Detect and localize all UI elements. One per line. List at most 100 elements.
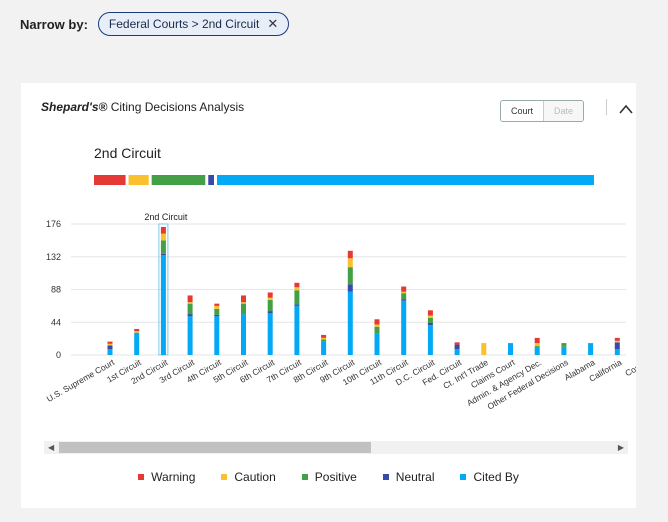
panel-title: Shepard's® Citing Decisions Analysis — [41, 100, 244, 114]
bar-segment[interactable] — [107, 345, 113, 350]
bar-segment[interactable] — [427, 315, 433, 318]
bar-segment[interactable] — [107, 343, 113, 346]
bar-segment[interactable] — [588, 343, 594, 355]
bar-segment[interactable] — [321, 334, 327, 338]
bar-segment[interactable] — [187, 316, 193, 355]
bar-segment[interactable] — [614, 337, 620, 341]
legend-label: Positive — [314, 470, 357, 484]
bar-segment[interactable] — [347, 267, 353, 285]
bar-segment[interactable] — [267, 311, 273, 314]
bar-segment[interactable] — [427, 310, 433, 316]
bar-segment[interactable] — [321, 337, 327, 340]
bar-segment[interactable] — [347, 291, 353, 355]
bar-segment[interactable] — [401, 293, 407, 300]
summary-segment-caution[interactable] — [128, 175, 149, 185]
bar-segment[interactable] — [561, 343, 567, 347]
bar-segment[interactable] — [160, 226, 166, 234]
bar-segment[interactable] — [187, 314, 193, 317]
bar-segment[interactable] — [214, 308, 220, 315]
bar-segment[interactable] — [214, 303, 220, 306]
bar-segment[interactable] — [374, 326, 380, 334]
bar-segment[interactable] — [561, 346, 567, 355]
bar-segment[interactable] — [427, 325, 433, 355]
bar-segment[interactable] — [267, 292, 273, 298]
close-icon[interactable]: ✕ — [267, 16, 279, 31]
bar-segment[interactable] — [160, 233, 166, 241]
horizontal-scrollbar[interactable]: ◀ ▶ — [44, 441, 628, 454]
bar-segment[interactable] — [534, 337, 540, 344]
bar-segment[interactable] — [267, 299, 273, 312]
legend-item[interactable]: Warning — [138, 470, 195, 484]
bar-segment[interactable] — [267, 313, 273, 355]
bar-segment[interactable] — [454, 349, 460, 355]
bar-segment[interactable] — [401, 291, 407, 294]
filter-chip[interactable]: Federal Courts > 2nd Circuit ✕ — [97, 12, 290, 36]
bar-segment[interactable] — [134, 328, 140, 332]
bar-segment[interactable] — [241, 295, 246, 303]
summary-bar — [94, 175, 594, 185]
x-tick-label: Conne — [623, 357, 636, 378]
bar-segment[interactable] — [214, 305, 220, 309]
bar-segment[interactable] — [401, 299, 407, 301]
chevron-up-icon[interactable] — [618, 102, 634, 116]
scroll-left-icon[interactable]: ◀ — [48, 443, 55, 452]
bar-segment[interactable] — [614, 342, 620, 350]
legend-item[interactable]: Neutral — [382, 470, 434, 484]
bar-segment[interactable] — [241, 303, 246, 315]
scroll-right-icon[interactable]: ▶ — [617, 443, 624, 452]
bar-segment[interactable] — [347, 258, 353, 268]
bar-segment[interactable] — [294, 290, 300, 305]
bar-segment[interactable] — [401, 286, 407, 292]
bar-segment[interactable] — [427, 317, 433, 323]
legend-item[interactable]: Caution — [221, 470, 276, 484]
bar-segment[interactable] — [134, 332, 140, 355]
bar-segment[interactable] — [534, 346, 540, 348]
bar-segment[interactable] — [187, 302, 193, 304]
y-tick-label: 88 — [51, 285, 61, 295]
bar-segment[interactable] — [294, 305, 300, 355]
bar-segment[interactable] — [241, 314, 246, 355]
bar-segment[interactable] — [107, 341, 113, 344]
date-toggle-button[interactable]: Date — [544, 101, 584, 121]
bar-segment[interactable] — [347, 250, 353, 259]
bar-segment[interactable] — [321, 339, 327, 342]
bar-segment[interactable] — [374, 324, 380, 327]
scrollbar-thumb[interactable] — [59, 442, 371, 453]
bar-segment[interactable] — [374, 319, 380, 325]
summary-segment-positive[interactable] — [151, 175, 206, 185]
bar-segment[interactable] — [347, 284, 353, 292]
summary-segment-cited-by[interactable] — [216, 175, 594, 185]
summary-segment-neutral[interactable] — [208, 175, 214, 185]
bar-segment[interactable] — [454, 344, 460, 350]
bar-segment[interactable] — [160, 255, 166, 355]
bar-segment[interactable] — [614, 349, 620, 355]
legend-item[interactable]: Cited By — [460, 470, 519, 484]
bar-segment[interactable] — [241, 302, 246, 304]
bar-segment[interactable] — [267, 297, 273, 300]
bar-segment[interactable] — [294, 287, 300, 291]
court-toggle-button[interactable]: Court — [501, 101, 545, 121]
y-tick-label: 44 — [51, 317, 61, 327]
bar-segment[interactable] — [508, 343, 513, 355]
bar-segment[interactable] — [214, 314, 220, 317]
bar-segment[interactable] — [321, 341, 327, 355]
bar-segment[interactable] — [614, 340, 620, 343]
bar-segment[interactable] — [401, 300, 407, 355]
bar-segment[interactable] — [534, 343, 540, 347]
bar-segment[interactable] — [374, 333, 380, 355]
bar-segment[interactable] — [214, 316, 220, 355]
bar-segment[interactable] — [454, 342, 460, 345]
bar-segment[interactable] — [134, 331, 140, 333]
legend-item[interactable]: Positive — [301, 470, 357, 484]
bar-segment[interactable] — [160, 253, 166, 256]
bar-segment[interactable] — [481, 343, 487, 355]
bar-segment[interactable] — [427, 322, 433, 326]
bar-segment[interactable] — [187, 303, 193, 315]
bar-segment[interactable] — [107, 349, 113, 355]
bar-segment[interactable] — [294, 304, 300, 306]
bar-segment[interactable] — [294, 282, 300, 288]
bar-segment[interactable] — [160, 240, 166, 254]
summary-segment-warning[interactable] — [94, 175, 126, 185]
bar-segment[interactable] — [187, 295, 193, 303]
bar-segment[interactable] — [534, 347, 540, 355]
